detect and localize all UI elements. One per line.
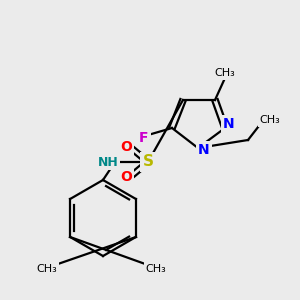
Text: O: O: [120, 170, 132, 184]
Text: CH₃: CH₃: [37, 264, 57, 274]
Text: O: O: [120, 140, 132, 154]
Text: CH₃: CH₃: [260, 115, 280, 125]
Text: S: S: [142, 154, 154, 169]
Text: NH: NH: [98, 155, 118, 169]
Text: CH₃: CH₃: [146, 264, 167, 274]
Text: N: N: [198, 143, 210, 157]
Text: F: F: [139, 131, 149, 145]
Text: N: N: [223, 117, 235, 131]
Text: CH₃: CH₃: [214, 68, 236, 78]
